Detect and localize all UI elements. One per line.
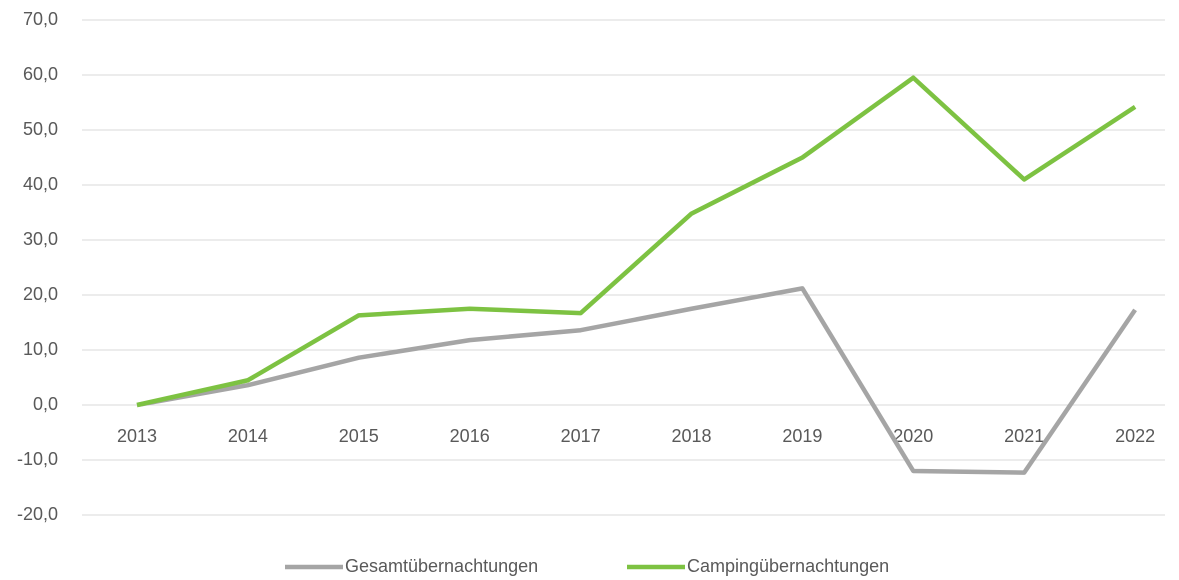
x-tick-label: 2022 bbox=[1115, 426, 1155, 446]
x-tick-label: 2020 bbox=[893, 426, 933, 446]
y-tick-label: 70,0 bbox=[23, 9, 58, 29]
x-tick-label: 2021 bbox=[1004, 426, 1044, 446]
legend-label: Campingübernachtungen bbox=[687, 556, 889, 576]
x-tick-label: 2019 bbox=[782, 426, 822, 446]
x-tick-label: 2017 bbox=[561, 426, 601, 446]
x-tick-label: 2013 bbox=[117, 426, 157, 446]
x-tick-label: 2014 bbox=[228, 426, 268, 446]
x-tick-label: 2018 bbox=[671, 426, 711, 446]
x-tick-label: 2015 bbox=[339, 426, 379, 446]
legend-label: Gesamtübernachtungen bbox=[345, 556, 538, 576]
series-line bbox=[136, 75, 1137, 408]
x-tick-label: 2016 bbox=[450, 426, 490, 446]
y-tick-label: 40,0 bbox=[23, 174, 58, 194]
y-tick-label: -20,0 bbox=[17, 504, 58, 524]
y-tick-label: 30,0 bbox=[23, 229, 58, 249]
y-tick-label: 60,0 bbox=[23, 64, 58, 84]
y-tick-label: 0,0 bbox=[33, 394, 58, 414]
y-tick-label: 20,0 bbox=[23, 284, 58, 304]
y-tick-label: 50,0 bbox=[23, 119, 58, 139]
y-tick-label: 10,0 bbox=[23, 339, 58, 359]
series-line bbox=[136, 286, 1137, 475]
y-tick-label: -10,0 bbox=[17, 449, 58, 469]
